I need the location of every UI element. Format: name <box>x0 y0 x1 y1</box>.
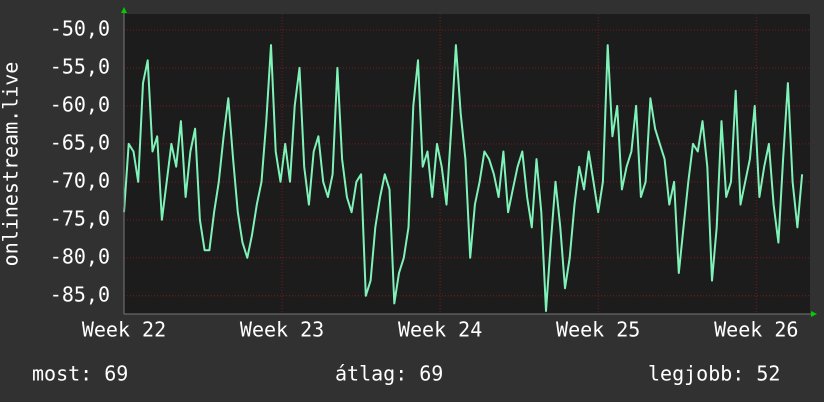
x-tick-label: Week 26 <box>714 318 798 342</box>
x-tick-label: Week 22 <box>82 318 166 342</box>
x-tick-label: Week 23 <box>240 318 324 342</box>
y-tick-label: -70,0 <box>50 168 110 192</box>
y-tick-label: -75,0 <box>50 206 110 230</box>
stat-label: most: <box>32 362 92 386</box>
stat-label: átlag: <box>335 362 407 386</box>
stats: most: 69 átlag: 69 legjobb: 52 <box>32 362 780 386</box>
y-tick-label: -50,0 <box>50 16 110 40</box>
y-axis-label: onlinestream.live <box>0 62 23 267</box>
y-arrow <box>121 7 127 13</box>
stat-label: legjobb: <box>648 362 744 386</box>
stat-value: 69 <box>419 362 443 386</box>
data-line <box>123 44 804 312</box>
y-tick-label: -55,0 <box>50 54 110 78</box>
plot <box>123 44 804 312</box>
x-tick-label: Week 24 <box>398 318 482 342</box>
stat-value: 52 <box>756 362 780 386</box>
plot-area <box>124 14 810 314</box>
y-tick-label: -85,0 <box>50 282 110 306</box>
x-tick-label: Week 25 <box>556 318 640 342</box>
x-arrow <box>811 311 817 317</box>
y-tick-label: -80,0 <box>50 244 110 268</box>
y-tick-label: -65,0 <box>50 130 110 154</box>
stat-value: 69 <box>104 362 128 386</box>
y-tick-label: -60,0 <box>50 92 110 116</box>
